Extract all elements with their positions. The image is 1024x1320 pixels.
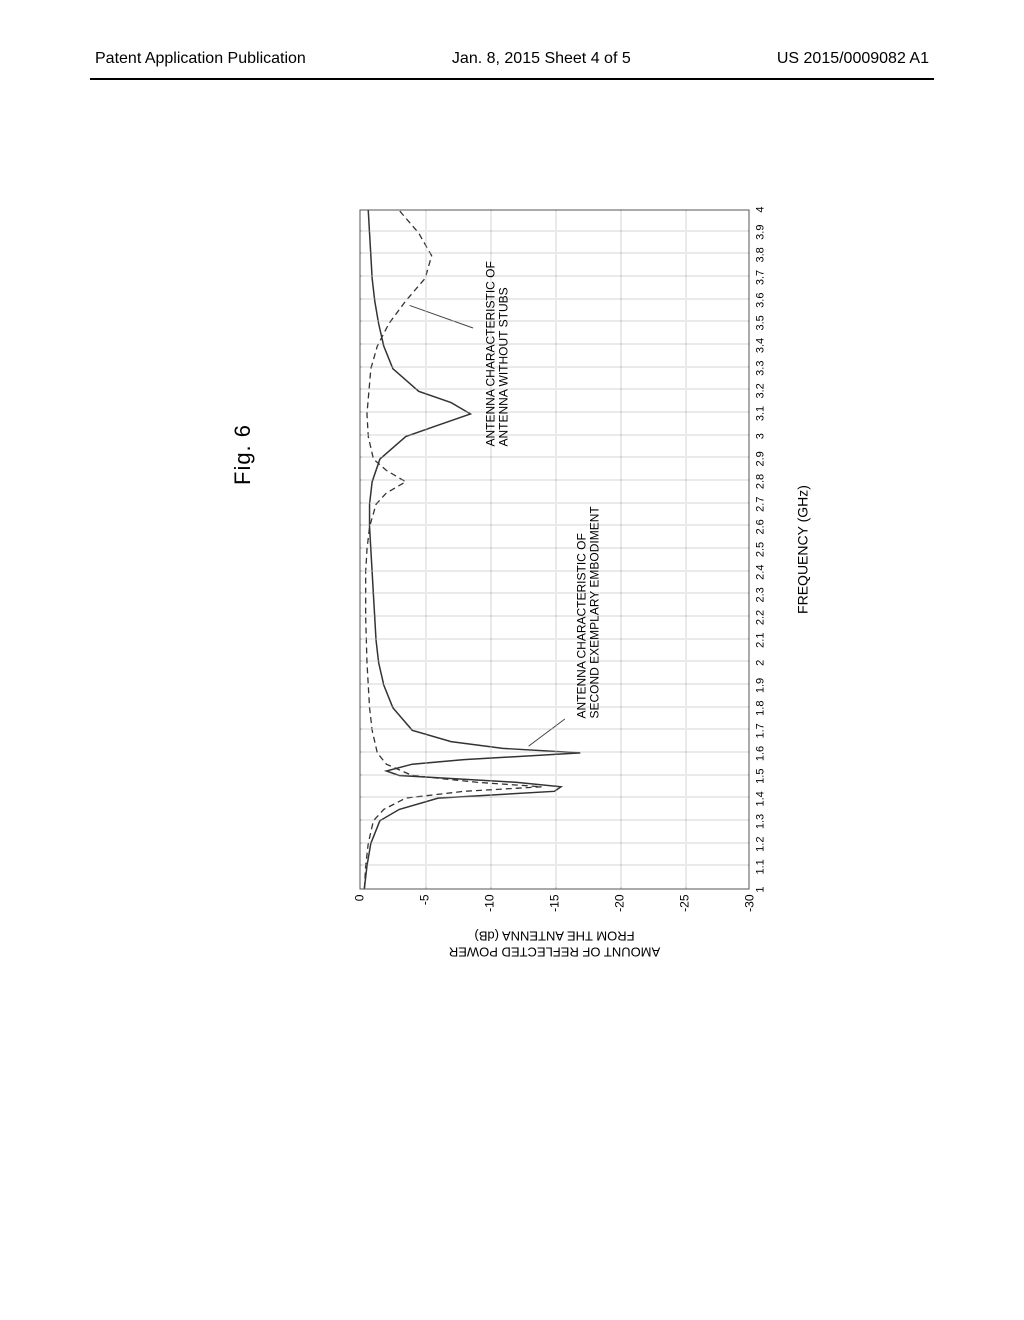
annot-second-pointer	[529, 719, 565, 746]
gridline-v	[361, 729, 749, 730]
y-tick-label: 0	[353, 895, 367, 925]
gridline-v	[361, 480, 749, 481]
x-tick-label: 3.7	[755, 270, 767, 285]
x-tick-label: 1.3	[755, 814, 767, 829]
x-tick-label: 2.3	[755, 587, 767, 602]
gridline-v	[361, 457, 749, 458]
x-tick-label: 1.5	[755, 769, 767, 784]
gridline-v	[361, 321, 749, 322]
y-tick-label: -15	[548, 895, 562, 925]
plot-area: ANTENNA CHARACTERISTIC OFSECOND EXEMPLAR…	[360, 210, 750, 890]
header-center: Jan. 8, 2015 Sheet 4 of 5	[452, 50, 631, 68]
gridline-v	[361, 593, 749, 594]
x-axis-label: FREQUENCY (GHz)	[795, 210, 811, 890]
x-tick-label: 3	[755, 433, 767, 439]
y-axis-label-line1: AMOUNT OF REFLECTED POWER	[449, 945, 660, 960]
gridline-v	[361, 548, 749, 549]
gridline-v	[361, 298, 749, 299]
y-tick-label: -25	[678, 895, 692, 925]
x-tick-label: 1.4	[755, 791, 767, 806]
x-tick-label: 2.4	[755, 565, 767, 580]
x-tick-label: 2.6	[755, 519, 767, 534]
header-right: US 2015/0009082 A1	[777, 50, 929, 68]
annot-second-line2: SECOND EXEMPLARY EMBODIMENT	[588, 506, 602, 718]
gridline-v	[361, 502, 749, 503]
x-tick-label: 1.8	[755, 701, 767, 716]
x-tick-label: 2.8	[755, 474, 767, 489]
x-tick-label: 3.3	[755, 361, 767, 376]
gridline-v	[361, 706, 749, 707]
annot-nostubs-line2: ANTENNA WITHOUT STUBS	[497, 287, 511, 446]
series-line-without-stubs	[364, 211, 541, 889]
annot-nostubs-line1: ANTENNA CHARACTERISTIC OF	[483, 261, 497, 446]
gridline-v	[361, 661, 749, 662]
y-axis-label-line2: FROM THE ANTENNA (dB)	[474, 929, 634, 944]
gridline-v	[361, 865, 749, 866]
figure-area: Fig. 6 AMOUNT OF REFLECTED POWER FROM TH…	[120, 180, 900, 1180]
gridline-v	[361, 684, 749, 685]
x-tick-label: 3.1	[755, 406, 767, 421]
x-tick-label: 2.1	[755, 633, 767, 648]
chart-rotated-wrap: AMOUNT OF REFLECTED POWER FROM THE ANTEN…	[193, 318, 973, 823]
x-tick-label: 1.6	[755, 746, 767, 761]
x-tick-label: 3.5	[755, 315, 767, 330]
x-tick-label: 3.9	[755, 225, 767, 240]
x-tick-label: 3.2	[755, 383, 767, 398]
x-tick-label: 2.7	[755, 497, 767, 512]
gridline-v	[361, 434, 749, 435]
series-svg	[361, 211, 749, 889]
y-tick-label: -30	[743, 895, 757, 925]
x-tick-label: 1.7	[755, 723, 767, 738]
header-left: Patent Application Publication	[95, 50, 306, 68]
gridline-v	[361, 276, 749, 277]
x-tick-label: 3.6	[755, 293, 767, 308]
gridline-v	[361, 366, 749, 367]
gridline-v	[361, 570, 749, 571]
y-tick-label: -20	[613, 895, 627, 925]
gridline-v	[361, 344, 749, 345]
gridline-v	[361, 616, 749, 617]
gridline-v	[361, 638, 749, 639]
gridline-v	[361, 752, 749, 753]
x-tick-label: 1.9	[755, 678, 767, 693]
gridline-h	[686, 211, 687, 889]
gridline-v	[361, 389, 749, 390]
gridline-v	[361, 774, 749, 775]
gridline-v	[361, 253, 749, 254]
gridline-v	[361, 412, 749, 413]
gridline-v	[361, 525, 749, 526]
annot-nostubs: ANTENNA CHARACTERISTIC OFANTENNA WITHOUT…	[484, 261, 512, 446]
gridline-h	[556, 211, 557, 889]
x-tick-label: 1.2	[755, 837, 767, 852]
annot-nostubs-pointer	[410, 305, 473, 328]
x-tick-label: 2.5	[755, 542, 767, 557]
gridline-v	[361, 842, 749, 843]
x-tick-label: 4	[755, 206, 767, 212]
x-tick-label: 1.1	[755, 859, 767, 874]
header-rule	[90, 78, 934, 80]
annot-second-line1: ANTENNA CHARACTERISTIC OF	[574, 533, 588, 718]
x-tick-label: 1	[755, 886, 767, 892]
x-tick-label: 3.8	[755, 247, 767, 262]
gridline-h	[426, 211, 427, 889]
x-tick-label: 2.2	[755, 610, 767, 625]
x-tick-label: 2	[755, 660, 767, 666]
page-header: Patent Application Publication Jan. 8, 2…	[0, 50, 1024, 68]
gridline-v	[361, 820, 749, 821]
chart: AMOUNT OF REFLECTED POWER FROM THE ANTEN…	[330, 180, 835, 960]
y-tick-label: -5	[418, 895, 432, 925]
y-tick-label: -10	[483, 895, 497, 925]
x-tick-label: 3.4	[755, 338, 767, 353]
gridline-h	[621, 211, 622, 889]
x-tick-label: 2.9	[755, 451, 767, 466]
gridline-v	[361, 230, 749, 231]
annot-second: ANTENNA CHARACTERISTIC OFSECOND EXEMPLAR…	[575, 506, 603, 718]
gridline-v	[361, 797, 749, 798]
